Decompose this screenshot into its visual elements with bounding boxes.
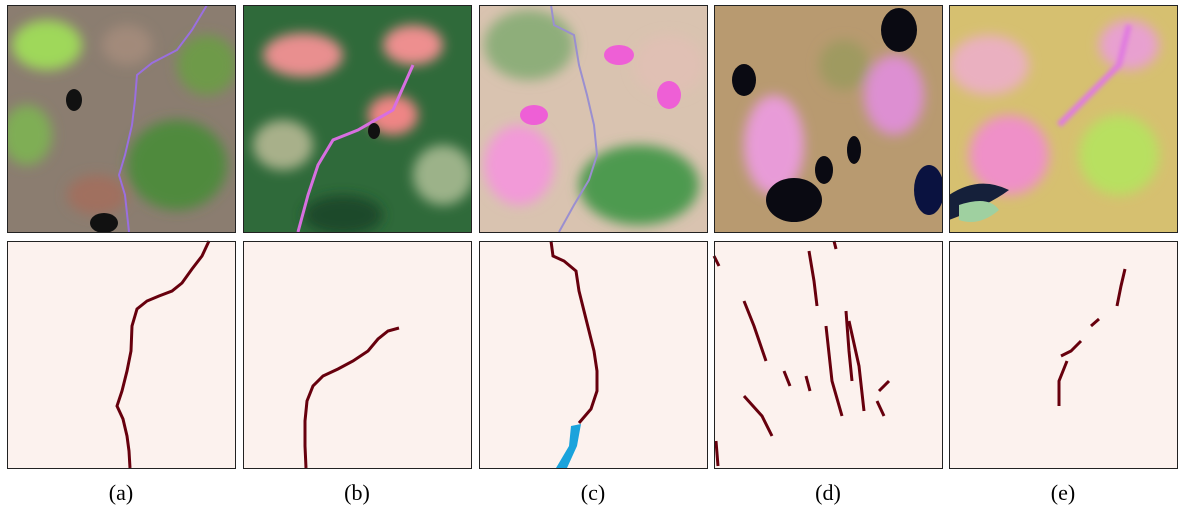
mask	[243, 241, 471, 468]
satellite-image	[949, 5, 1177, 232]
satellite-image	[714, 5, 944, 232]
satellite-image	[243, 5, 473, 235]
caption: (b)	[344, 480, 370, 505]
mask	[714, 241, 942, 468]
satellite-image	[479, 5, 707, 232]
mask	[949, 241, 1177, 468]
caption: (c)	[581, 480, 605, 505]
mask	[479, 241, 707, 468]
caption: (e)	[1051, 480, 1075, 505]
figure: (a) (b) (c) (d) (e)	[0, 0, 1180, 512]
captions: (a) (b) (c) (d) (e)	[109, 480, 1075, 505]
mask	[7, 241, 235, 468]
satellite-image	[2, 5, 237, 233]
caption: (a)	[109, 480, 133, 505]
caption: (d)	[815, 480, 841, 505]
